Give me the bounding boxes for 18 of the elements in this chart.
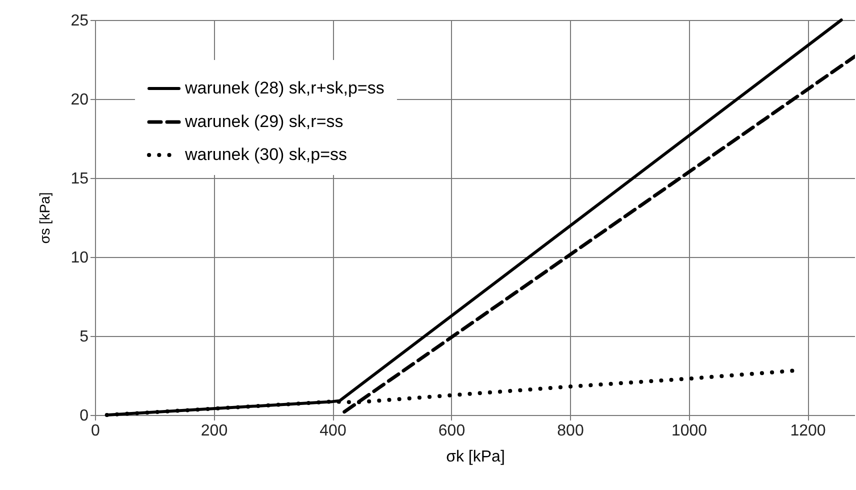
legend-label: warunek (29) sk,r=ss: [184, 112, 344, 131]
x-axis-title: σk [kPa]: [446, 448, 505, 466]
x-tick-label: 600: [438, 422, 466, 440]
y-tick-label: 20: [70, 92, 89, 108]
y-tick-label: 25: [70, 12, 89, 30]
x-tick-label: 1200: [790, 422, 826, 440]
x-tick-label: 200: [200, 422, 228, 440]
legend-label: warunek (28) sk,r+sk,p=ss: [184, 78, 384, 98]
y-axis-title: σs [kPa]: [36, 192, 53, 244]
y-tick-label: 5: [80, 328, 89, 346]
x-tick-label: 1000: [671, 422, 708, 440]
y-tick-label: 15: [70, 170, 89, 188]
x-tick-label: 400: [320, 422, 346, 440]
y-tick-label: 10: [70, 250, 89, 266]
y-tick-label: 0: [80, 408, 89, 424]
x-tick-label: 0: [91, 422, 100, 440]
legend-label: warunek (30) sk,p=ss: [184, 145, 348, 164]
x-tick-label: 800: [557, 422, 584, 440]
